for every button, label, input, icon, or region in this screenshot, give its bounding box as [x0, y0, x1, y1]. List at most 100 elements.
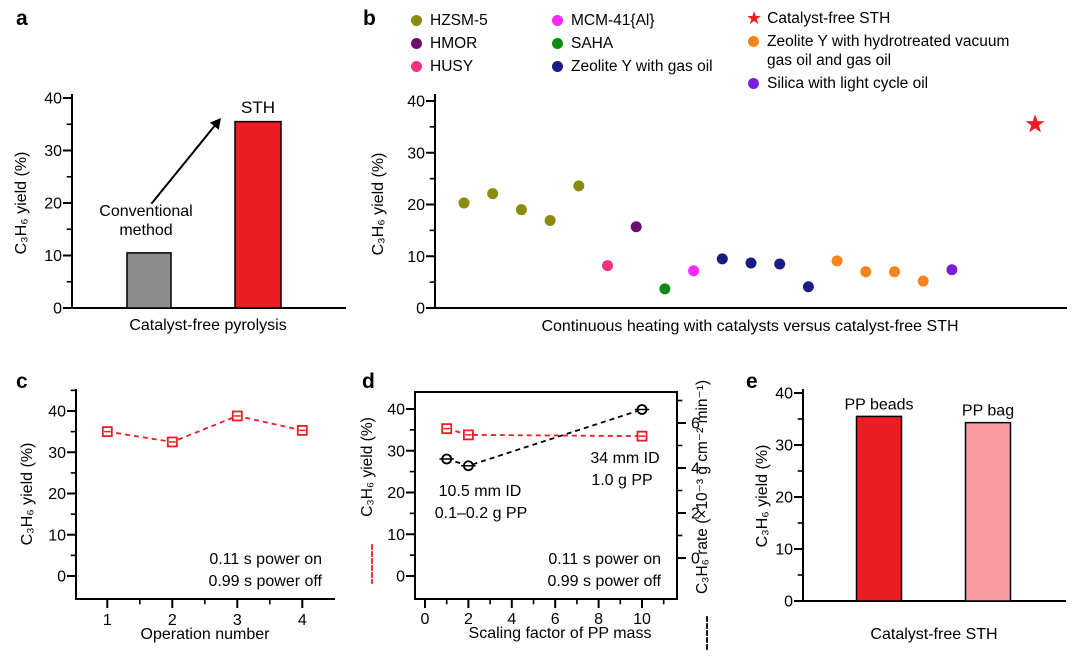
scatter-point — [946, 264, 958, 276]
right-y-tick-label: 0 — [691, 551, 700, 568]
legend-label: Silica with light cycle oil — [767, 75, 929, 92]
panel-c: c 0 10 20 30 40 1 2 3 4 0.11 s power on 0.99 s pow… — [0, 355, 350, 665]
reactor-34mm-note: 1.0 g PP — [591, 472, 652, 489]
bar — [126, 252, 172, 309]
reactor-105mm-note: 0.1–0.2 g PP — [435, 505, 528, 522]
scatter-point — [745, 257, 757, 269]
y-tick-label: 10 — [407, 249, 425, 266]
scatter-point — [487, 188, 499, 200]
y-tick-label: 10 — [44, 248, 62, 265]
dot-icon — [748, 36, 759, 47]
legend-item: MCM-41{Al} — [552, 11, 747, 30]
y-tick-label: 40 — [775, 386, 793, 403]
power-on-note: 0.11 s power on — [209, 551, 322, 568]
y-tick-label: 0 — [57, 569, 66, 586]
scatter-point — [515, 204, 527, 216]
power-on-note: 0.11 s power on — [548, 551, 661, 568]
x-tick-label: 2 — [168, 612, 177, 629]
y-tick-label: 30 — [775, 438, 793, 455]
legend-item: HMOR — [411, 34, 546, 53]
y-axis-label: C₃H₆ yield (%) — [19, 443, 36, 546]
left-y-axis-label: C₃H₆ yield (%) — [359, 417, 376, 517]
dot-icon — [411, 61, 422, 72]
reactor-105mm-note: 10.5 mm ID — [439, 483, 522, 500]
y-tick-label: 20 — [407, 197, 425, 214]
yield-line — [107, 415, 303, 443]
chart-c-line: 0 10 20 30 40 1 2 3 4 0.11 s power on 0.99 s power… — [19, 389, 335, 643]
scatter-point — [659, 283, 671, 295]
scatter-point — [889, 266, 900, 278]
y-tick-label: 10 — [387, 527, 405, 544]
legend-label: MCM-41{Al} — [571, 12, 655, 29]
y-tick-label: 10 — [48, 527, 66, 544]
y-tick-label: 30 — [407, 145, 425, 162]
y-tick-label: 40 — [44, 91, 62, 108]
panel-d: d 0 10 20 30 40 0 2 4 6 0 2 4 6 8 10 34 mm ID 1.0 g PP 10… — [350, 355, 740, 665]
y-tick-label: 0 — [784, 594, 793, 611]
legend-column-3: ★ Catalyst-free STH Zeolite Y with hydrotr… — [746, 9, 1038, 97]
scatter-point — [831, 255, 843, 267]
chart-b-scatter: 0 10 20 30 40 C₃H₆ yield (%) Continuous heatin… — [370, 94, 1067, 335]
legend-label: Catalyst-free STH — [767, 10, 891, 27]
bar-category-label: STH — [241, 98, 275, 117]
y-axis-label: C₃H₆ yield (%) — [13, 152, 30, 255]
right-y-axis-label: C₃H₆ rate (×10⁻³ g cm⁻² min⁻¹) — [694, 380, 711, 594]
legend-label: HUSY — [430, 58, 474, 75]
chart-e-bar: 0 10 20 30 40 PP beads PP bag C₃H₆ yield (%) Cat… — [754, 386, 1066, 643]
chart-a-bar: 0 10 20 30 40 Conventional method STH C₃H₆ yield… — [13, 91, 346, 334]
panel-a: a 0 10 20 30 40 Conventional method STH C₃H₆ yie… — [0, 0, 350, 345]
plot-box — [414, 391, 678, 600]
x-axis-label: Operation number — [141, 626, 271, 643]
x-tick-label: 3 — [233, 612, 242, 629]
y-tick-label: 20 — [387, 485, 405, 502]
y-tick-label: 20 — [775, 490, 793, 507]
scatter-point — [573, 180, 585, 192]
x-tick-label: 1 — [103, 612, 112, 629]
x-tick-label: 4 — [507, 611, 516, 628]
scatter-point — [630, 221, 642, 233]
scatter-point — [716, 253, 728, 265]
dot-icon — [552, 38, 563, 49]
legend-item: Silica with light cycle oil — [748, 74, 1038, 93]
legend-label: Zeolite Y with hydrotreated vacuum gas o… — [767, 33, 1010, 69]
y-tick-label: 0 — [53, 301, 62, 318]
right-y-tick-label: 2 — [691, 506, 700, 523]
reactor-34mm-note: 34 mm ID — [590, 450, 659, 467]
y-axis-label: C₃H₆ yield (%) — [370, 153, 387, 256]
scatter-point — [458, 197, 470, 209]
legend-item: Zeolite Y with hydrotreated vacuum gas o… — [748, 32, 1038, 70]
panel-b: b 0 10 20 30 40 C₃H₆ yield (%) Continuous heat… — [350, 0, 1080, 345]
arrowhead — [209, 118, 221, 130]
dot-icon — [552, 61, 563, 72]
legend-column-2: MCM-41{Al} SAHA Zeolite Y with gas oil — [552, 11, 747, 80]
left-series-line — [446, 427, 643, 438]
y-axis-label: C₃H₆ yield (%) — [754, 445, 771, 548]
y-tick-label: 30 — [44, 143, 62, 160]
power-off-note: 0.99 s power off — [208, 573, 322, 590]
y-tick-label: 20 — [48, 486, 66, 503]
panel-label-e: e — [746, 370, 758, 393]
scatter-point — [802, 281, 814, 293]
y-tick-label: 20 — [44, 196, 62, 213]
y-tick-label: 10 — [775, 542, 793, 559]
y-tick-label: 40 — [48, 404, 66, 421]
scatter-point — [602, 260, 613, 272]
legend-label: Zeolite Y with gas oil — [571, 58, 713, 75]
chart-d-dual-axis: 0 10 20 30 40 0 2 4 6 0 2 4 6 8 10 34 mm ID 1.0 g PP 10.5… — [359, 380, 711, 650]
y-tick-label: 0 — [396, 569, 405, 586]
legend-item: Zeolite Y with gas oil — [552, 57, 747, 76]
x-axis-label: Continuous heating with catalysts versus… — [541, 318, 958, 335]
scatter-point — [774, 258, 786, 270]
bar-category-label: PP beads — [844, 396, 913, 413]
panel-label-b: b — [363, 7, 376, 30]
scatter-point — [860, 266, 872, 278]
y-tick-label: 40 — [407, 94, 425, 111]
x-axis-label: Catalyst-free pyrolysis — [129, 317, 286, 334]
y-tick-label: 30 — [387, 443, 405, 460]
legend-label: SAHA — [571, 35, 614, 52]
x-axis-label: Scaling factor of PP mass — [469, 625, 652, 642]
dot-icon — [411, 15, 422, 26]
bar — [964, 421, 1012, 602]
legend-item: SAHA — [552, 34, 747, 53]
